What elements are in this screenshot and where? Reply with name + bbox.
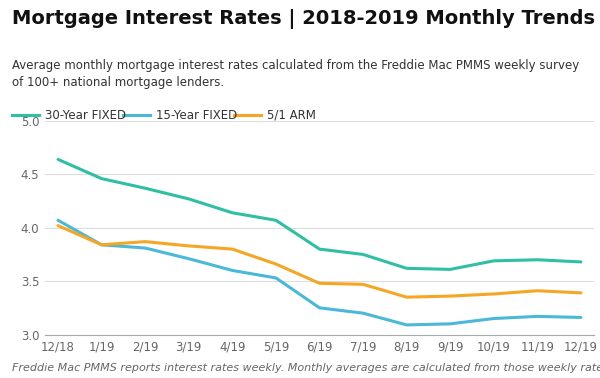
Text: 15-Year FIXED: 15-Year FIXED <box>156 109 237 122</box>
Text: Freddie Mac PMMS reports interest rates weekly. Monthly averages are calculated : Freddie Mac PMMS reports interest rates … <box>12 364 600 373</box>
Text: 30-Year FIXED: 30-Year FIXED <box>45 109 126 122</box>
Text: Mortgage Interest Rates | 2018-2019 Monthly Trends: Mortgage Interest Rates | 2018-2019 Mont… <box>12 9 595 29</box>
Text: Average monthly mortgage interest rates calculated from the Freddie Mac PMMS wee: Average monthly mortgage interest rates … <box>12 59 579 88</box>
Text: 5/1 ARM: 5/1 ARM <box>267 109 316 122</box>
